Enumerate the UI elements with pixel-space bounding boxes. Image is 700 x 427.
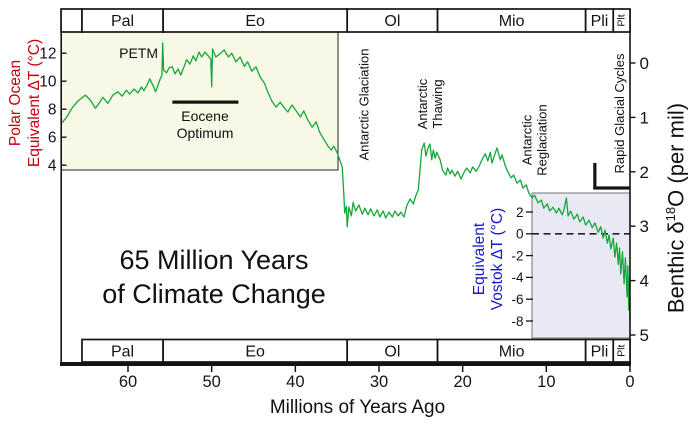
epoch-label-top-plt: Plt xyxy=(615,14,627,26)
antarctic-reglaciation-line1: Antarctic xyxy=(519,114,535,166)
left-axis-title: Polar Ocean Equivalent ΔT (°C) xyxy=(6,13,44,193)
epoch-band-top-plt xyxy=(612,8,631,33)
vostok-scale-panel xyxy=(531,192,631,339)
epoch-band-top-lead xyxy=(60,8,83,33)
right-axis-title-superscript: 18 xyxy=(663,206,678,222)
eocene-optimum-label-line1: Eocene xyxy=(181,108,229,124)
x-tick-label-50: 50 xyxy=(202,373,220,391)
vostok-tick-label-0: 0 xyxy=(516,227,524,242)
eocene-optimum-bar xyxy=(172,100,239,104)
epoch-label-top-pal: Pal xyxy=(111,13,134,30)
eocene-optimum-label-line2: Optimum xyxy=(176,125,234,141)
vostok-axis-title-line1: Equivalent xyxy=(471,222,488,296)
petm-label: PETM xyxy=(119,45,158,61)
right-axis-title-prefix: Benthic δ xyxy=(663,221,689,314)
x-tick-label-40: 40 xyxy=(286,373,304,391)
epoch-label-top-ol: Ol xyxy=(384,13,400,30)
left-tick-label-6: 6 xyxy=(48,130,57,147)
epoch-label-bottom-ol: Ol xyxy=(384,343,400,360)
vostok-tick-label--4: -4 xyxy=(511,270,523,285)
left-tick-label-12: 12 xyxy=(39,46,56,63)
bottom-axis-line xyxy=(60,362,631,366)
chart-title: 65 Million Years of Climate Change xyxy=(78,243,350,311)
antarctic-reglaciation-line2: Reglaciation xyxy=(534,104,550,176)
epoch-label-top-pli: Pli xyxy=(591,13,609,30)
vostok-axis-title-line2: Vostok ΔT (°C) xyxy=(489,207,506,311)
glacial-cycles-bracket-vertical xyxy=(593,163,597,189)
climate-curve xyxy=(61,42,631,323)
antarctic-thawing-line2: Thawing xyxy=(430,79,445,129)
chart-title-line1: 65 Million Years xyxy=(119,245,309,275)
right-tick-label-4: 4 xyxy=(640,272,649,291)
x-axis-title: Millions of Years Ago xyxy=(269,397,446,418)
x-tick-label-30: 30 xyxy=(370,373,388,391)
vostok-tick-label--8: -8 xyxy=(511,314,523,329)
plot-border-left xyxy=(60,9,62,366)
vostok-tick-label-2: 2 xyxy=(516,205,524,220)
epoch-label-bottom-eo: Eo xyxy=(245,343,265,360)
right-axis-title: Benthic δ18O (per mil) xyxy=(663,48,689,368)
antarctic-reglaciation-label: Antarctic Reglaciation xyxy=(520,88,550,193)
x-tick-label-10: 10 xyxy=(537,373,555,391)
right-tick-label-0: 0 xyxy=(640,54,649,73)
plot-border-right xyxy=(629,9,631,366)
right-axis-title-suffix: O (per mil) xyxy=(663,102,689,207)
rapid-glacial-cycles-label: Rapid Glacial Cycles xyxy=(612,53,627,174)
x-tick-label-60: 60 xyxy=(119,373,137,391)
x-tick-label-0: 0 xyxy=(625,373,634,391)
vostok-axis-title: Equivalent Vostok ΔT (°C) xyxy=(471,184,507,334)
epoch-label-bottom-mio: Mio xyxy=(499,343,525,360)
vostok-tick-label--2: -2 xyxy=(511,248,523,263)
left-tick-label-8: 8 xyxy=(48,102,57,119)
right-tick-label-2: 2 xyxy=(640,163,649,182)
x-tick-label-20: 20 xyxy=(453,373,471,391)
epoch-label-bottom-pli: Pli xyxy=(591,343,609,360)
left-axis-title-line1: Polar Ocean xyxy=(7,59,24,147)
epoch-band-bottom-plt xyxy=(612,338,631,363)
antarctic-thawing-label: Antarctic Thawing xyxy=(415,59,445,149)
epoch-label-top-mio: Mio xyxy=(499,13,525,30)
right-tick-label-1: 1 xyxy=(640,108,649,127)
left-tick-label-10: 10 xyxy=(39,74,57,91)
left-axis-title-line2: Equivalent ΔT (°C) xyxy=(26,38,43,168)
left-tick-label-4: 4 xyxy=(48,158,57,175)
vostok-tick-label--6: -6 xyxy=(511,292,523,307)
epoch-label-bottom-pal: Pal xyxy=(111,343,134,360)
eocene-optimum-label: Eocene Optimum xyxy=(159,108,251,142)
antarctic-glaciation-label: Antarctic Glaciation xyxy=(356,48,372,161)
chart-title-line2: of Climate Change xyxy=(102,279,326,309)
epoch-label-top-eo: Eo xyxy=(245,13,265,30)
right-tick-label-5: 5 xyxy=(640,326,649,345)
right-tick-label-3: 3 xyxy=(640,217,649,236)
glacial-cycles-bracket-horizontal xyxy=(593,186,630,190)
antarctic-thawing-line1: Antarctic xyxy=(415,78,430,130)
epoch-label-bottom-plt: Plt xyxy=(615,345,627,357)
